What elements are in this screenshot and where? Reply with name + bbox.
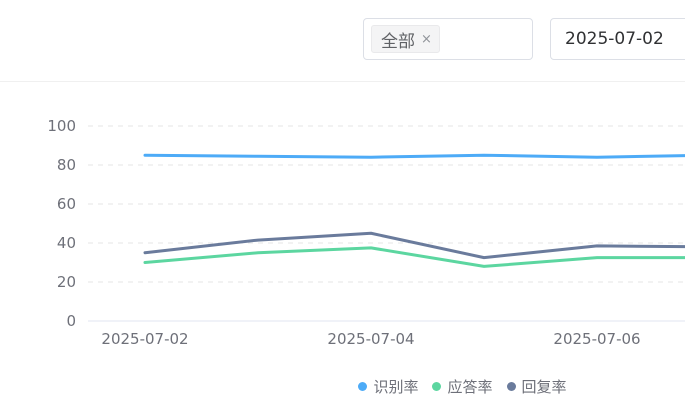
series-line bbox=[143, 246, 685, 268]
chart-legend: 识别率 应答率 回复率 bbox=[0, 372, 685, 400]
legend-marker-icon bbox=[358, 381, 368, 391]
legend-label: 识别率 bbox=[373, 377, 419, 396]
selected-tag: 全部 × bbox=[371, 25, 440, 53]
legend-item[interactable]: 识别率 bbox=[358, 376, 418, 397]
y-tick-label: 20 bbox=[57, 273, 76, 291]
date-picker-input[interactable]: 2025-07-02 bbox=[550, 18, 685, 60]
legend-label: 应答率 bbox=[447, 377, 493, 396]
series-line bbox=[143, 231, 685, 260]
date-value: 2025-07-02 bbox=[565, 29, 664, 49]
tag-close-icon[interactable]: × bbox=[421, 31, 432, 47]
legend-label: 回复率 bbox=[521, 377, 567, 396]
legend-item[interactable]: 回复率 bbox=[506, 376, 567, 397]
y-tick-label: 40 bbox=[57, 234, 76, 252]
selected-tag-label: 全部 bbox=[381, 31, 415, 52]
category-select[interactable]: 全部 × bbox=[363, 18, 533, 60]
legend-marker-icon bbox=[506, 381, 516, 391]
legend-item[interactable]: 应答率 bbox=[432, 376, 493, 397]
y-tick-label: 0 bbox=[66, 312, 76, 330]
line-chart: 0 20 40 60 80 100 2025-07-02 2025-07-04 2025-07-… bbox=[47, 117, 685, 348]
y-tick-label: 60 bbox=[57, 195, 76, 213]
filter-bar: 全部 × 2025-07-02 bbox=[0, 0, 685, 82]
series-line bbox=[143, 153, 685, 159]
x-tick-label: 2025-07-04 bbox=[327, 330, 414, 348]
y-tick-label: 100 bbox=[47, 117, 76, 135]
y-tick-label: 80 bbox=[57, 156, 76, 174]
x-tick-label: 2025-07-06 bbox=[553, 330, 640, 348]
legend-marker-icon bbox=[432, 381, 442, 391]
x-tick-label: 2025-07-02 bbox=[101, 330, 188, 348]
